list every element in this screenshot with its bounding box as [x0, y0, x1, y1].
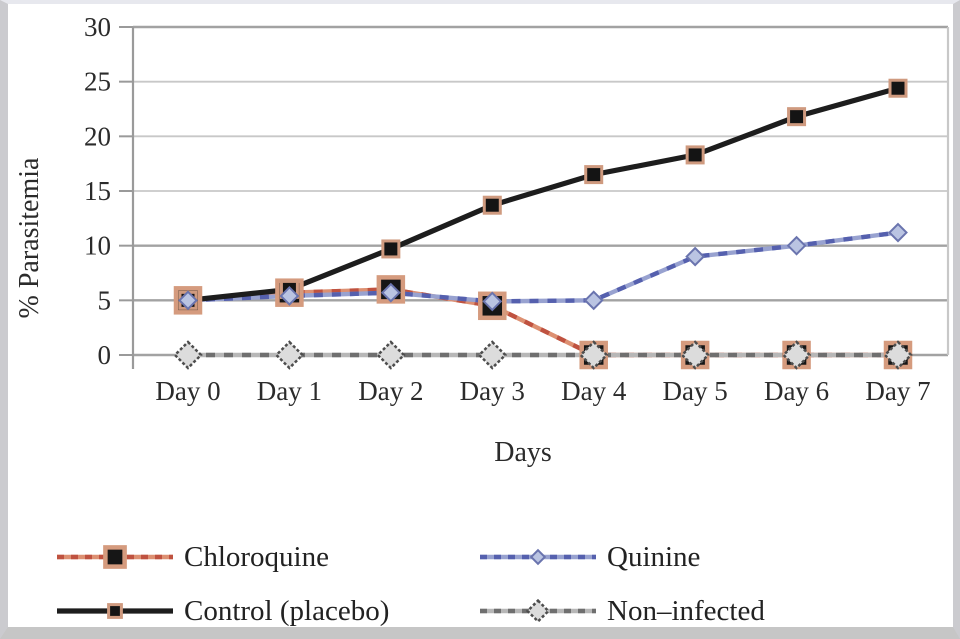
x-tick-label-day3: Day 3 [460, 376, 525, 406]
marker-non-infected [477, 340, 508, 370]
marker-control-placebo- [888, 78, 908, 98]
legend-label-quinine: Quinine [607, 540, 701, 573]
series-control-placebo- [187, 85, 899, 303]
series-line-dash [187, 287, 898, 358]
marker-control-placebo- [381, 239, 401, 259]
x-tick-label-day1: Day 1 [257, 376, 322, 406]
legend-swatch-quinine [477, 538, 599, 576]
legend-item-non-infected: Non–infected [477, 592, 765, 627]
legend-label-control-placebo: Control (placebo) [184, 594, 390, 627]
marker-control-placebo- [107, 603, 123, 619]
y-tick-label-15: 15 [84, 176, 111, 206]
marker-quinine [888, 222, 908, 243]
x-tick-label-day5: Day 5 [663, 376, 728, 406]
marker-non-infected [376, 340, 406, 370]
parasitemia-line-chart: 0 5 10 15 20 25 30 Day 0 Day 1 Day 2 Day 3 Day 4 Day… [84, 12, 950, 406]
y-tick-label-20: 20 [84, 121, 111, 151]
x-tick-label-day6: Day 6 [764, 376, 829, 406]
marker-control-placebo- [482, 195, 502, 215]
marker-quinine [482, 291, 503, 312]
series-line [187, 85, 899, 303]
marker-non-infected [781, 340, 812, 370]
legend-item-quinine: Quinine [477, 538, 700, 576]
marker-non-infected [883, 340, 913, 370]
x-tick-label-day2: Day 2 [358, 376, 423, 406]
marker-control-placebo- [584, 165, 604, 185]
marker-quinine [380, 282, 401, 303]
y-tick-label-5: 5 [98, 285, 112, 315]
x-tick-label-day0: Day 0 [155, 376, 220, 406]
marker-control-placebo- [787, 107, 807, 127]
legend-swatch-svg [480, 548, 596, 566]
y-tick-label-25: 25 [84, 67, 111, 97]
y-axis-title: % Parasitemia [14, 157, 45, 319]
marker-non-infected [680, 340, 710, 370]
legend-swatch-chloroquine [54, 538, 176, 576]
marker-non-infected [578, 340, 609, 370]
marker-quinine [685, 246, 706, 267]
series-line-dash [187, 230, 899, 304]
marker-quinine [279, 286, 300, 306]
y-tick-label-30: 30 [84, 12, 111, 42]
legend-item-control-placebo: Control (placebo) [54, 592, 390, 627]
marker-quinine [786, 235, 807, 256]
legend-swatch-control-placebo [54, 592, 176, 627]
marker-quinine [529, 548, 547, 566]
legend-item-chloroquine: Chloroquine [54, 538, 329, 576]
legend-label-non-infected: Non–infected [607, 594, 765, 627]
y-tick-label-0: 0 [98, 340, 112, 370]
legend-label-chloroquine: Chloroquine [184, 540, 329, 573]
x-tick-label-day4: Day 4 [561, 376, 627, 406]
legend-swatch-svg [57, 545, 173, 569]
marker-non-infected [525, 598, 551, 624]
marker-quinine [583, 290, 604, 311]
series-quinine [187, 230, 899, 304]
legend-swatch-svg [480, 598, 596, 624]
marker-chloroquine [103, 545, 127, 569]
x-tick-label-day7: Day 7 [865, 376, 930, 406]
marker-quinine [178, 290, 198, 311]
marker-non-infected [173, 340, 203, 370]
legend-swatch-non-infected [477, 592, 599, 627]
x-axis-title: Days [494, 437, 552, 468]
marker-non-infected [274, 340, 305, 370]
y-tick-label-10: 10 [84, 231, 111, 261]
marker-control-placebo- [685, 145, 705, 165]
legend-swatch-svg [57, 603, 173, 619]
